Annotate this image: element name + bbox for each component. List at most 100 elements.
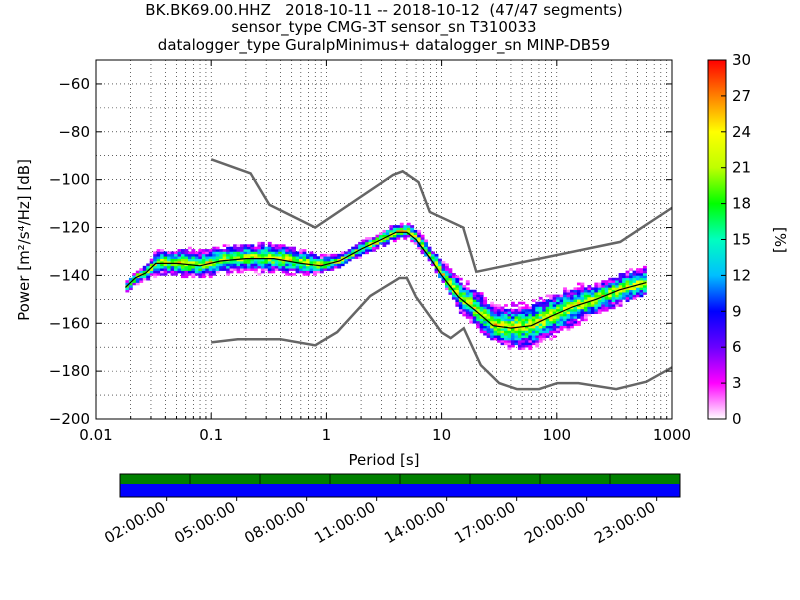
heatmap-cell — [462, 292, 467, 295]
heatmap-cell — [427, 253, 432, 257]
heatmap-cell — [240, 261, 244, 264]
heatmap-cell — [267, 270, 272, 274]
heatmap-cell — [153, 270, 158, 274]
heatmap-cell — [552, 323, 557, 326]
heatmap-cell — [431, 263, 435, 267]
heatmap-cell — [535, 301, 540, 305]
heatmap-cell — [580, 282, 585, 286]
heatmap-cell — [580, 318, 585, 322]
heatmap-cell — [476, 296, 481, 300]
heatmap-cell — [566, 296, 571, 300]
heatmap-cell — [170, 261, 175, 264]
heatmap-cell — [615, 294, 620, 298]
x-tick-label: 1 — [322, 426, 332, 444]
heatmap-cell — [469, 316, 474, 319]
heatmap-cell — [549, 316, 554, 319]
heatmap-cell — [583, 313, 588, 317]
heatmap-cell — [476, 299, 481, 303]
heatmap-cell — [622, 296, 627, 300]
heatmap-cell — [233, 265, 237, 269]
heatmap-cell — [472, 301, 477, 305]
heatmap-cell — [444, 265, 449, 269]
heatmap-cell — [528, 332, 533, 336]
heatmap-cell — [587, 308, 592, 312]
heatmap-cell — [365, 249, 369, 252]
heatmap-cell — [201, 249, 206, 252]
heatmap-cell — [604, 287, 609, 291]
heatmap-cell — [375, 241, 380, 245]
heatmap-cell — [316, 270, 321, 274]
heatmap-cell — [177, 256, 182, 259]
heatmap-cell — [208, 263, 213, 267]
heatmap-cell — [354, 246, 359, 250]
heatmap-cell — [524, 340, 529, 343]
heatmap-cell — [472, 296, 477, 300]
heatmap-cell — [180, 258, 185, 262]
heatmap-cell — [510, 342, 515, 346]
heatmap-cell — [306, 265, 310, 269]
heatmap-cell — [521, 323, 526, 326]
heatmap-cell — [504, 323, 508, 326]
heatmap-cell — [538, 340, 543, 343]
heatmap-cell — [566, 306, 571, 310]
heatmap-cell — [163, 265, 168, 269]
heatmap-cell — [413, 241, 418, 245]
heatmap-cell — [319, 258, 324, 262]
heatmap-cell — [573, 323, 578, 326]
heatmap-cell — [590, 311, 595, 314]
heatmap-cell — [622, 282, 627, 286]
heatmap-cell — [531, 325, 536, 329]
heatmap-cell — [312, 261, 317, 264]
heatmap-cell — [246, 265, 251, 269]
heatmap-cell — [521, 313, 526, 317]
heatmap-cell — [149, 258, 154, 262]
heatmap-cell — [479, 328, 484, 331]
heatmap-cell — [552, 330, 557, 334]
heatmap-cell — [246, 244, 251, 247]
heatmap-cell — [493, 325, 498, 329]
heatmap-cell — [281, 246, 286, 250]
heatmap-cell — [295, 265, 300, 269]
heatmap-cell — [180, 265, 185, 269]
heatmap-cell — [253, 256, 258, 259]
heatmap-cell — [191, 275, 196, 279]
heatmap-cell — [160, 253, 165, 257]
heatmap-cell — [524, 342, 529, 346]
colorbar-tick-label: 6 — [732, 338, 742, 356]
heatmap-cell — [476, 306, 481, 310]
heatmap-cell — [358, 253, 363, 257]
heatmap-cell — [594, 292, 599, 295]
heatmap-cell — [528, 330, 533, 334]
heatmap-cell — [271, 249, 276, 252]
heatmap-cell — [594, 308, 599, 312]
heatmap-cell — [222, 249, 227, 252]
heatmap-cell — [267, 251, 272, 255]
heatmap-cell — [497, 335, 501, 338]
heatmap-cell — [531, 304, 536, 307]
heatmap-cell — [483, 306, 488, 310]
heatmap-cell — [243, 246, 248, 250]
heatmap-cell — [302, 261, 307, 264]
heatmap-cell — [611, 287, 616, 291]
heatmap-cell — [535, 306, 540, 310]
heatmap-cell — [451, 294, 456, 298]
heatmap-cell — [187, 270, 192, 274]
heatmap-cell — [497, 313, 501, 317]
heatmap-cell — [226, 273, 231, 276]
heatmap-cell — [260, 241, 265, 245]
heatmap-cell — [208, 249, 213, 252]
heatmap-cell — [622, 275, 627, 279]
heatmap-cell — [212, 265, 217, 269]
heatmap-cell — [465, 311, 470, 314]
heatmap-cell — [260, 244, 265, 247]
heatmap-cell — [535, 316, 540, 319]
heatmap-cell — [417, 234, 422, 238]
heatmap-cell — [563, 311, 567, 314]
heatmap-cell — [625, 282, 630, 286]
heatmap-cell — [312, 273, 317, 276]
heatmap-cell — [264, 263, 269, 267]
heatmap-cell — [236, 265, 241, 269]
heatmap-cell — [535, 337, 540, 341]
heatmap-cell — [372, 237, 376, 240]
heatmap-cell — [587, 296, 592, 300]
